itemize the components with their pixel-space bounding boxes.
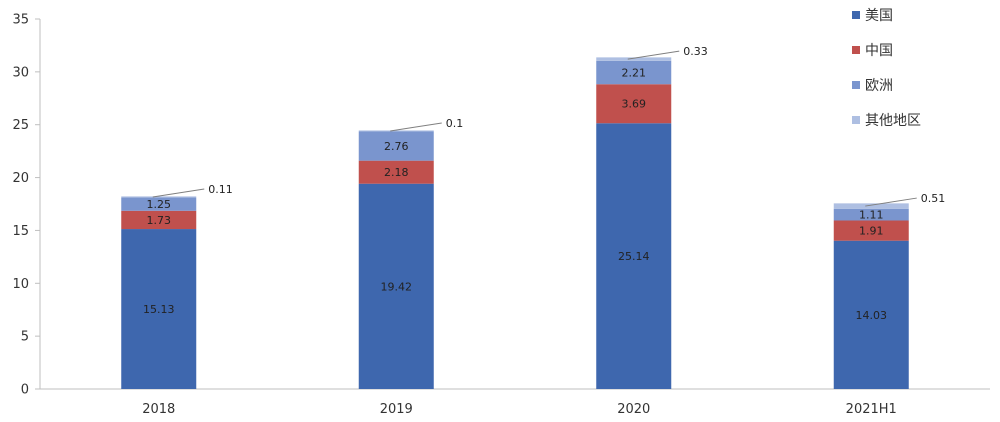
data-label: 2.21 (622, 67, 647, 80)
bar-segment (358, 130, 434, 132)
legend-item: 中国 (852, 43, 893, 59)
bar-segment (596, 60, 672, 85)
bar-segment (833, 208, 909, 221)
x-tick-label: 2019 (380, 402, 413, 417)
legend-label: 欧洲 (865, 78, 893, 94)
bar-segment (833, 220, 909, 241)
bar-segment (596, 84, 672, 124)
data-label: 1.73 (147, 214, 172, 227)
y-tick-label: 10 (12, 277, 29, 292)
bar-stack-2018: 15.13 1.73 1.25 0.11 (121, 183, 233, 389)
data-label: 14.03 (856, 309, 888, 322)
data-label: 2.18 (384, 166, 409, 179)
y-tick-label: 20 (12, 171, 29, 186)
data-label: 0.51 (921, 192, 946, 205)
legend-swatch (852, 46, 860, 54)
legend-item: 其他地区 (852, 113, 921, 129)
bar-segment (358, 131, 434, 161)
bar-segment (358, 160, 434, 184)
legend-swatch (852, 116, 860, 124)
bar-segment (121, 196, 197, 198)
y-tick-label: 15 (12, 224, 29, 239)
legend-swatch (852, 11, 860, 19)
legend-item: 欧洲 (852, 78, 893, 94)
x-axis: 2018 2019 2020 2021H1 (40, 388, 990, 417)
legend-label: 美国 (865, 8, 893, 24)
legend-swatch (852, 81, 860, 89)
leader-line (152, 188, 205, 198)
data-label: 2.76 (384, 140, 409, 153)
y-tick-label: 5 (21, 330, 29, 345)
x-tick-label: 2021H1 (846, 402, 897, 417)
bars: 15.13 1.73 1.25 0.11 19.42 2.18 2.76 0.1 25.14 3.… (121, 45, 945, 389)
legend-label: 其他地区 (865, 113, 921, 129)
leader-line (627, 50, 680, 60)
data-label: 0.1 (446, 117, 464, 130)
legend-item: 美国 (852, 8, 893, 24)
bar-stack-2020: 25.14 3.69 2.21 0.33 (596, 45, 708, 389)
y-tick-label: 0 (21, 383, 29, 398)
bar-segment (121, 229, 197, 389)
leader-line (390, 122, 442, 132)
bar-stack-2019: 19.42 2.18 2.76 0.1 (358, 117, 464, 389)
data-label: 1.91 (859, 225, 884, 238)
data-label: 15.13 (143, 303, 175, 316)
bar-segment (358, 183, 434, 389)
leader-line (865, 197, 917, 207)
y-axis: 0 5 10 15 20 25 30 35 (12, 13, 41, 398)
legend-label: 中国 (865, 43, 893, 59)
bar-segment (121, 197, 197, 211)
y-tick-label: 35 (12, 13, 29, 28)
x-tick-label: 2018 (142, 402, 175, 417)
bar-segment (121, 210, 197, 230)
bar-segment (596, 123, 672, 389)
data-label: 25.14 (618, 250, 650, 263)
bar-stack-2021H1: 14.03 1.91 1.11 0.51 (833, 192, 946, 389)
data-label: 0.11 (208, 183, 233, 196)
data-label: 1.25 (147, 198, 172, 211)
data-label: 3.69 (622, 98, 647, 111)
bar-segment (833, 203, 909, 209)
x-tick-label: 2020 (617, 402, 650, 417)
data-label: 0.33 (683, 45, 708, 58)
data-label: 19.42 (381, 280, 413, 293)
bar-segment (596, 57, 672, 61)
y-tick-label: 25 (12, 118, 29, 133)
y-tick-label: 30 (12, 65, 29, 80)
data-label: 1.11 (859, 209, 884, 222)
bar-segment (833, 240, 909, 389)
